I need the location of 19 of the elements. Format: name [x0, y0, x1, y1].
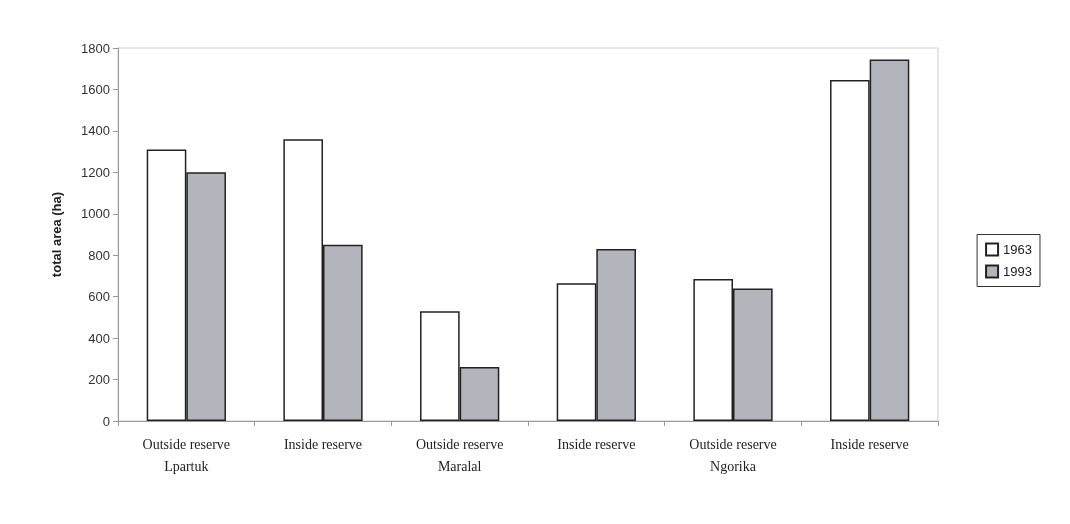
y-tick-label: 200: [88, 372, 110, 388]
y-tick-label: 600: [88, 289, 110, 305]
x-tick-label: Inside reserve: [557, 436, 636, 452]
y-tick-label: 1000: [81, 206, 110, 222]
x-tick-label: Outside reserve Ngorika: [689, 436, 777, 474]
y-tick-label: 1200: [81, 164, 110, 180]
y-axis-title: total area (ha): [49, 191, 64, 278]
y-tick-label: 0: [102, 413, 110, 429]
x-tick-label: Outside reserve Lpartuk: [142, 436, 231, 474]
x-tick-label: Outside reserve Maralal: [415, 436, 504, 474]
legend-label: 1963: [1003, 242, 1032, 257]
y-tick-label: 1600: [81, 81, 110, 97]
legend-label: 1993: [1003, 264, 1032, 279]
y-tick-label: 800: [88, 247, 110, 263]
y-tick-label: 1400: [81, 123, 110, 139]
x-tick-label: Inside reserve: [283, 436, 363, 452]
y-tick-label: 1800: [81, 40, 110, 56]
y-tick-label: 400: [88, 330, 110, 346]
x-tick-label: Inside reserve: [830, 436, 909, 452]
